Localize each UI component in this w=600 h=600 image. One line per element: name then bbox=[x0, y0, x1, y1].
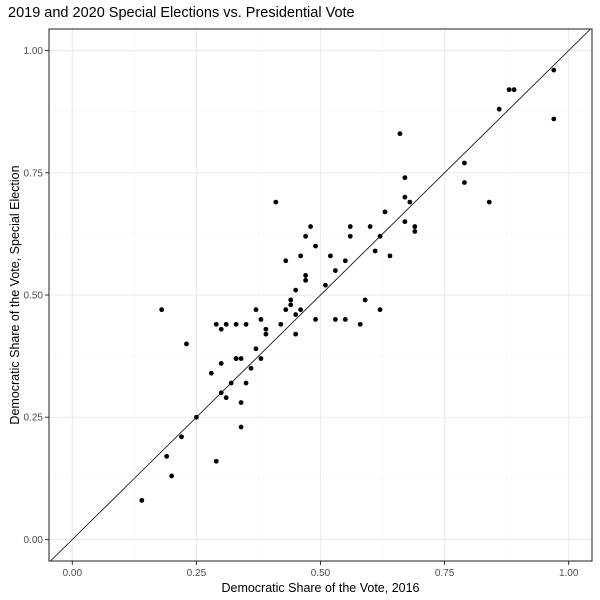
data-point bbox=[139, 497, 145, 503]
y-tick-label: 0.75 bbox=[24, 168, 44, 179]
data-point bbox=[228, 380, 234, 386]
data-point bbox=[208, 370, 214, 376]
data-point bbox=[213, 321, 219, 327]
data-point bbox=[397, 131, 403, 137]
data-point bbox=[293, 287, 299, 293]
data-point bbox=[194, 414, 199, 420]
data-point bbox=[243, 321, 249, 327]
data-point bbox=[506, 87, 512, 93]
x-tick-label: 0.25 bbox=[187, 568, 207, 579]
data-point bbox=[382, 209, 388, 215]
data-point bbox=[367, 224, 373, 229]
data-point bbox=[258, 356, 264, 361]
data-point bbox=[377, 307, 383, 313]
data-point bbox=[298, 253, 304, 259]
data-point bbox=[342, 258, 348, 264]
data-point bbox=[164, 453, 170, 459]
data-point bbox=[238, 424, 244, 430]
data-point bbox=[313, 317, 318, 322]
data-point bbox=[263, 326, 269, 332]
data-point bbox=[511, 87, 517, 93]
x-tick-label: 0.50 bbox=[311, 568, 331, 579]
data-point bbox=[159, 307, 165, 313]
data-point bbox=[342, 317, 348, 322]
points-layer bbox=[139, 67, 557, 503]
data-point bbox=[313, 243, 318, 249]
data-point bbox=[179, 434, 184, 440]
data-point bbox=[308, 224, 313, 229]
data-point bbox=[233, 356, 239, 361]
reference-line-layer bbox=[50, 28, 591, 562]
chart-title: 2019 and 2020 Special Elections vs. Pres… bbox=[8, 5, 355, 21]
data-point bbox=[233, 321, 239, 327]
data-point bbox=[288, 302, 294, 308]
data-point bbox=[323, 282, 328, 288]
x-tick-label: 0.75 bbox=[435, 568, 455, 579]
data-point bbox=[184, 341, 189, 347]
data-point bbox=[407, 199, 413, 205]
data-point bbox=[412, 224, 418, 229]
data-point bbox=[303, 273, 309, 278]
data-point bbox=[402, 175, 408, 181]
data-point bbox=[486, 199, 492, 205]
x-tick-label: 0.00 bbox=[63, 568, 83, 579]
data-point bbox=[303, 233, 309, 239]
data-point bbox=[462, 180, 467, 185]
data-point bbox=[357, 321, 363, 327]
reference-line-y-equals-x bbox=[50, 28, 591, 562]
data-point bbox=[402, 194, 408, 200]
data-point bbox=[238, 356, 244, 361]
data-point bbox=[253, 307, 259, 313]
data-point bbox=[303, 277, 309, 283]
data-point bbox=[372, 248, 378, 254]
data-point bbox=[377, 233, 383, 239]
data-point bbox=[223, 321, 229, 327]
data-point bbox=[253, 346, 259, 352]
data-point bbox=[347, 224, 353, 229]
data-point bbox=[387, 253, 393, 259]
data-point bbox=[218, 390, 224, 396]
data-point bbox=[328, 253, 333, 259]
data-point bbox=[362, 297, 368, 303]
y-tick-label: 1.00 bbox=[24, 46, 44, 57]
data-point bbox=[243, 380, 249, 386]
data-point bbox=[347, 233, 353, 239]
data-point bbox=[496, 106, 502, 112]
data-point bbox=[213, 458, 219, 464]
data-point bbox=[283, 307, 289, 313]
data-point bbox=[288, 297, 294, 303]
data-point bbox=[402, 219, 408, 225]
data-point bbox=[283, 258, 289, 264]
data-point bbox=[263, 331, 269, 337]
y-tick-label: 0.00 bbox=[24, 535, 44, 546]
data-point bbox=[223, 395, 229, 401]
y-tick-label: 0.25 bbox=[24, 413, 44, 424]
y-axis-title: Democratic Share of the Vote, Special El… bbox=[8, 165, 22, 424]
data-point bbox=[551, 67, 557, 73]
data-point bbox=[293, 331, 299, 337]
axis-ticks: 0.00 0.25 0.50 0.75 1.00 0.00 0.25 0.50 0.75 1.00 bbox=[24, 46, 579, 579]
data-point bbox=[332, 268, 338, 273]
data-point bbox=[238, 400, 244, 405]
data-point bbox=[293, 312, 299, 317]
data-point bbox=[462, 160, 467, 166]
x-tick-label: 1.00 bbox=[559, 568, 579, 579]
data-point bbox=[169, 473, 174, 479]
data-point bbox=[298, 307, 304, 313]
data-point bbox=[218, 326, 224, 332]
data-point bbox=[258, 317, 264, 322]
data-point bbox=[332, 317, 338, 322]
y-tick-label: 0.50 bbox=[24, 291, 44, 302]
data-point bbox=[551, 116, 557, 122]
data-point bbox=[218, 361, 224, 366]
data-point bbox=[248, 365, 254, 371]
data-point bbox=[412, 229, 418, 234]
data-point bbox=[278, 321, 284, 327]
x-axis-title: Democratic Share of the Vote, 2016 bbox=[221, 581, 419, 595]
major-gridlines bbox=[49, 29, 592, 561]
data-point bbox=[273, 199, 279, 205]
